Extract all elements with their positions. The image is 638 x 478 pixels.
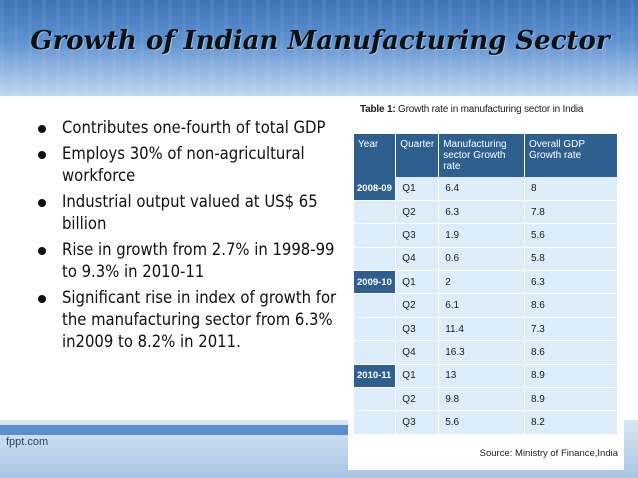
cell-mfg-growth: 13 xyxy=(439,364,525,387)
table-caption: Table 1: Growth rate in manufacturing se… xyxy=(360,104,583,115)
table-row: 2008-09 Q1 6.4 8 xyxy=(354,177,618,200)
cell-quarter: Q4 xyxy=(396,247,439,270)
column-header-year: Year xyxy=(354,134,396,177)
bullet-item: Employs 30% of non-agricultural workforc… xyxy=(34,143,346,187)
cell-mfg-growth: 6.4 xyxy=(439,177,525,200)
bullet-icon xyxy=(38,151,46,159)
cell-quarter: Q2 xyxy=(396,294,439,317)
cell-year xyxy=(354,200,396,223)
bullet-text: Contributes one-fourth of total GDP xyxy=(62,118,325,137)
bullet-icon xyxy=(38,199,46,207)
cell-mfg-growth: 2 xyxy=(439,271,525,294)
cell-mfg-growth: 11.4 xyxy=(439,317,525,340)
table-row: Q4 16.3 8.6 xyxy=(354,341,618,364)
bullet-text: Employs 30% of non-agricultural workforc… xyxy=(62,144,305,185)
source-note: Source: Ministry of Finance,India xyxy=(480,448,618,459)
divider-bar xyxy=(0,425,348,435)
cell-gdp-growth: 5.8 xyxy=(524,247,617,270)
cell-year: 2010-11 xyxy=(354,364,396,387)
footer-label: fppt.com xyxy=(6,436,48,448)
table-row: Q4 0.6 5.8 xyxy=(354,247,618,270)
cell-year xyxy=(354,388,396,411)
cell-gdp-growth: 8.6 xyxy=(524,341,617,364)
cell-quarter: Q4 xyxy=(396,341,439,364)
cell-year xyxy=(354,294,396,317)
table-row: Q3 1.9 5.6 xyxy=(354,224,618,247)
cell-year xyxy=(354,317,396,340)
column-header-gdp-growth: Overall GDP Growth rate xyxy=(524,134,617,177)
cell-quarter: Q1 xyxy=(396,364,439,387)
cell-quarter: Q1 xyxy=(396,177,439,200)
table-row: Q3 11.4 7.3 xyxy=(354,317,618,340)
cell-gdp-growth: 5.6 xyxy=(524,224,617,247)
cell-mfg-growth: 1.9 xyxy=(439,224,525,247)
cell-year xyxy=(354,247,396,270)
cell-quarter: Q2 xyxy=(396,200,439,223)
bullet-item: Contributes one-fourth of total GDP xyxy=(34,117,346,139)
bullet-item: Industrial output valued at US$ 65 billi… xyxy=(34,191,346,235)
bullet-list: Contributes one-fourth of total GDP Empl… xyxy=(34,117,346,357)
bullet-item: Rise in growth from 2.7% in 1998-99 to 9… xyxy=(34,239,346,283)
table-caption-text: Growth rate in manufacturing sector in I… xyxy=(398,104,583,115)
table-row: Q2 6.1 8.6 xyxy=(354,294,618,317)
column-header-mfg-growth: Manufacturing sector Growth rate xyxy=(439,134,525,177)
cell-mfg-growth: 6.1 xyxy=(439,294,525,317)
cell-mfg-growth: 0.6 xyxy=(439,247,525,270)
bullet-text: Significant rise in index of growth for … xyxy=(62,288,336,351)
slide-title: Growth of Indian Manufacturing Sector xyxy=(20,22,620,60)
table-row: Q2 6.3 7.8 xyxy=(354,200,618,223)
bullet-item: Significant rise in index of growth for … xyxy=(34,287,346,353)
cell-gdp-growth: 7.8 xyxy=(524,200,617,223)
cell-quarter: Q3 xyxy=(396,317,439,340)
cell-gdp-growth: 8 xyxy=(524,177,617,200)
cell-gdp-growth: 8.9 xyxy=(524,364,617,387)
table-panel: Table 1: Growth rate in manufacturing se… xyxy=(348,96,624,470)
table-header-row: Year Quarter Manufacturing sector Growth… xyxy=(354,134,618,177)
cell-mfg-growth: 9.8 xyxy=(439,388,525,411)
cell-year xyxy=(354,411,396,434)
cell-year: 2009-10 xyxy=(354,271,396,294)
cell-gdp-growth: 6.3 xyxy=(524,271,617,294)
cell-quarter: Q3 xyxy=(396,411,439,434)
growth-table: Year Quarter Manufacturing sector Growth… xyxy=(354,134,618,435)
cell-mfg-growth: 5.6 xyxy=(439,411,525,434)
cell-year xyxy=(354,224,396,247)
bullet-icon xyxy=(38,247,46,255)
table-row: 2010-11 Q1 13 8.9 xyxy=(354,364,618,387)
cell-quarter: Q1 xyxy=(396,271,439,294)
bullet-text: Rise in growth from 2.7% in 1998-99 to 9… xyxy=(62,240,334,281)
cell-gdp-growth: 8.2 xyxy=(524,411,617,434)
bullet-text: Industrial output valued at US$ 65 billi… xyxy=(62,192,318,233)
table-caption-prefix: Table 1: xyxy=(360,104,395,115)
cell-gdp-growth: 8.9 xyxy=(524,388,617,411)
table-row: 2009-10 Q1 2 6.3 xyxy=(354,271,618,294)
cell-year xyxy=(354,341,396,364)
bullet-icon xyxy=(38,125,46,133)
table-row: Q2 9.8 8.9 xyxy=(354,388,618,411)
cell-mfg-growth: 16.3 xyxy=(439,341,525,364)
cell-year: 2008-09 xyxy=(354,177,396,200)
table-row: Q3 5.6 8.2 xyxy=(354,411,618,434)
cell-gdp-growth: 8.6 xyxy=(524,294,617,317)
column-header-quarter: Quarter xyxy=(396,134,439,177)
bullet-icon xyxy=(38,295,46,303)
cell-quarter: Q2 xyxy=(396,388,439,411)
table-body: 2008-09 Q1 6.4 8 Q2 6.3 7.8 Q3 1.9 5.6 Q4 0.6 5.8 200… xyxy=(354,177,618,434)
cell-quarter: Q3 xyxy=(396,224,439,247)
cell-mfg-growth: 6.3 xyxy=(439,200,525,223)
cell-gdp-growth: 7.3 xyxy=(524,317,617,340)
